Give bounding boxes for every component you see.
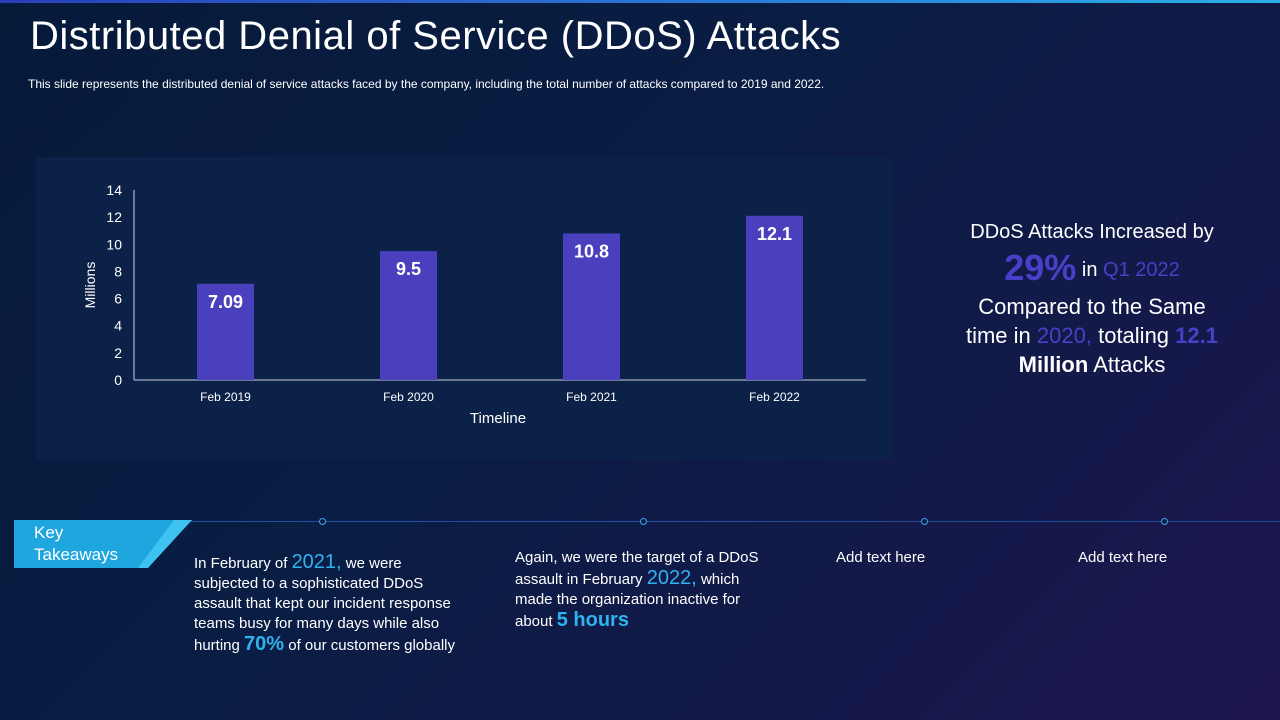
timeline-dot	[319, 518, 326, 525]
takeaway-2-mid: which made the organization inactive for…	[515, 571, 741, 630]
key-takeaways-tag: Key Takeaways	[14, 520, 192, 568]
y-tick-label: 0	[114, 372, 122, 388]
y-tick-label: 4	[114, 318, 122, 334]
x-tick-label: Feb 2020	[383, 390, 434, 404]
y-tick-label: 2	[114, 345, 122, 361]
bar	[197, 283, 254, 380]
timeline-dot	[921, 518, 928, 525]
callout-line-2: 29% in Q1 2022	[940, 246, 1244, 292]
takeaway-item-1: In February of 2021, we were subjected t…	[194, 552, 464, 656]
callout-in: in	[1081, 259, 1098, 281]
takeaway-item-4: Add text here	[1078, 549, 1168, 566]
takeaway-item-3: Add text here	[836, 549, 926, 566]
y-axis-title: Millions	[82, 262, 98, 309]
page-subtitle: This slide represents the distributed de…	[28, 77, 825, 91]
takeaway-2-hours: 5 hours	[556, 609, 629, 631]
callout-line-4: time in 2020, totaling 12.1	[940, 321, 1244, 350]
callout-percentage: 29%	[1004, 247, 1077, 288]
callout-line-3: Compared to the Same	[978, 294, 1206, 319]
callout-total: 12.1	[1175, 323, 1218, 348]
bar-value-label: 7.09	[208, 292, 243, 312]
callout-year: 2020,	[1036, 323, 1092, 348]
x-tick-label: Feb 2019	[200, 390, 251, 404]
key-takeaways-label-line1: Key	[34, 523, 64, 542]
takeaway-1-post: of our customers globally	[288, 637, 455, 654]
x-axis-title: Timeline	[470, 410, 526, 427]
takeaway-2-year: 2022,	[646, 567, 697, 589]
callout-time-in: time in	[965, 323, 1031, 348]
bar	[380, 251, 437, 380]
timeline-dot	[1161, 518, 1168, 525]
bar-chart: 0 2 4 6 8 10 12 14 7.09 Feb 2019 9.5 Feb 2020 10.8 Fe…	[82, 182, 866, 427]
callout-line-5: Million Attacks	[940, 350, 1244, 379]
takeaway-1-mid: we were subjected to a sophisticated DDo…	[194, 555, 451, 654]
callout-line-1: DDoS Attacks Increased by	[970, 221, 1214, 243]
callout-totaling: totaling	[1098, 323, 1170, 348]
timeline-dot	[640, 518, 647, 525]
y-tick-label: 8	[114, 263, 122, 279]
bar-value-label: 9.5	[396, 259, 421, 279]
takeaway-1-percentage: 70%	[244, 633, 285, 655]
chart-panel: 0 2 4 6 8 10 12 14 7.09 Feb 2019 9.5 Feb 2020 10.8 Fe…	[36, 157, 892, 459]
x-tick-label: Feb 2022	[749, 390, 800, 404]
stats-callout: DDoS Attacks Increased by 29% in Q1 2022…	[940, 218, 1244, 379]
y-tick-label: 6	[114, 291, 122, 307]
y-tick-label: 10	[106, 236, 122, 252]
callout-attacks: Attacks	[1093, 352, 1166, 377]
takeaway-2-pre: Again, we were the target of a DDoS assa…	[515, 549, 759, 588]
key-takeaways-label: Key Takeaways	[34, 522, 118, 566]
top-accent-bar	[0, 0, 1280, 3]
callout-quarter: Q1 2022	[1103, 259, 1180, 281]
bar-value-label: 10.8	[574, 241, 609, 261]
y-tick-label: 14	[106, 182, 122, 198]
bar-value-label: 12.1	[757, 224, 792, 244]
y-tick-label: 12	[106, 209, 122, 225]
key-takeaways-label-line2: Takeaways	[34, 545, 119, 564]
bar	[563, 233, 620, 380]
key-takeaways-banner-shape	[14, 520, 192, 568]
page-title: Distributed Denial of Service (DDoS) Att…	[30, 14, 842, 58]
takeaway-1-year: 2021,	[291, 551, 342, 573]
takeaway-item-2: Again, we were the target of a DDoS assa…	[515, 548, 765, 632]
takeaway-1-pre: In February of	[194, 555, 288, 572]
callout-million: Million	[1018, 352, 1089, 377]
takeaways-timeline-line	[190, 521, 1280, 522]
x-tick-label: Feb 2021	[566, 390, 617, 404]
bar	[746, 215, 803, 380]
